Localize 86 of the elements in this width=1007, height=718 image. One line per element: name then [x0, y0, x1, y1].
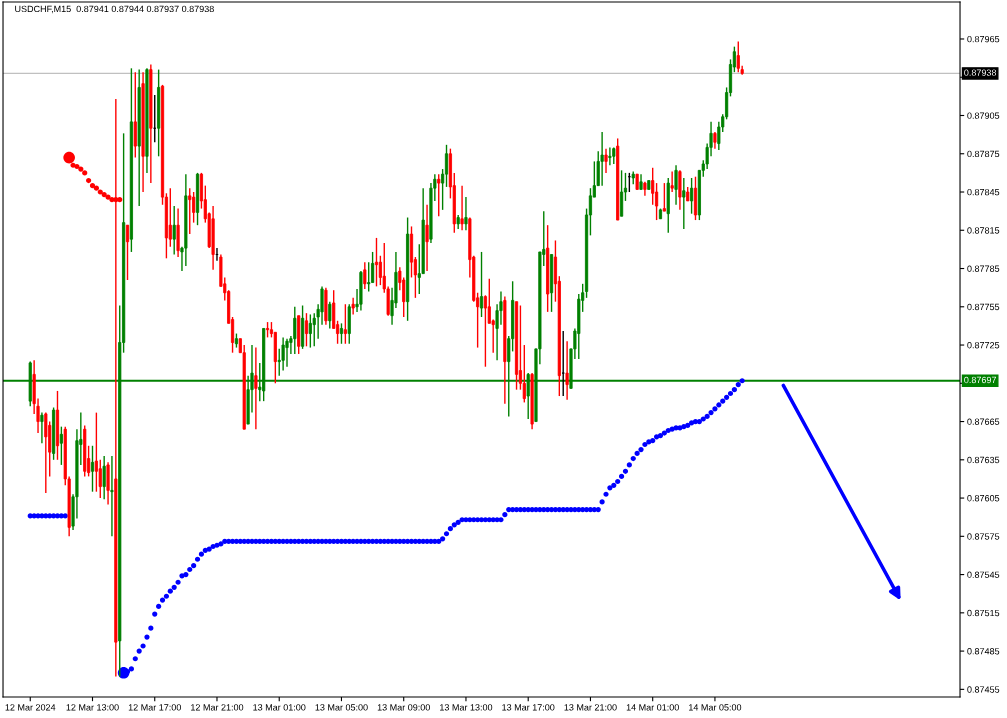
y-tick-label: 0.87905	[967, 112, 1000, 119]
y-tick-label: 0.87965	[967, 35, 1000, 43]
x-tick-label: 14 Mar 01:00	[626, 704, 679, 711]
candlestick	[460, 184, 464, 231]
y-tick-label: 0.87515	[967, 609, 1000, 617]
candlestick	[192, 191, 196, 224]
candlestick	[308, 313, 312, 349]
candlestick	[285, 337, 289, 368]
candlestick	[604, 147, 608, 174]
candlestick	[654, 182, 659, 221]
candlestick	[363, 261, 367, 290]
candlestick	[662, 182, 666, 212]
candlestick	[674, 164, 678, 206]
candlestick	[59, 425, 63, 466]
candlestick	[254, 346, 258, 430]
point	[82, 170, 88, 176]
y-tick-label: 0.87875	[967, 150, 1000, 158]
candlestick	[378, 255, 382, 286]
candlestick	[479, 251, 484, 318]
candlestick	[483, 294, 487, 368]
candlestick	[608, 146, 612, 166]
candlestick	[367, 261, 371, 293]
candlestick	[351, 297, 355, 316]
candlestick	[304, 312, 309, 348]
x-tick-label: 14 Mar 05:00	[689, 704, 742, 711]
ref-line-label: 0.87938	[964, 69, 997, 76]
candlestick	[565, 340, 569, 401]
x-tick-label: 12 Mar 21:00	[191, 704, 244, 711]
point	[97, 189, 103, 195]
y-tick-label: 0.87455	[967, 686, 1000, 693]
point	[89, 183, 96, 189]
x-tick-label: 12 Mar 17:00	[128, 704, 181, 711]
candlestick	[125, 224, 130, 281]
point	[86, 177, 92, 184]
y-tick-label: 0.87545	[967, 571, 1000, 578]
candlestick	[437, 173, 441, 217]
point	[93, 185, 99, 191]
candlestick	[343, 303, 347, 345]
candlestick	[40, 411, 44, 444]
candlestick	[188, 187, 192, 235]
candlestick	[110, 455, 114, 538]
x-tick-label: 13 Mar 21:00	[564, 704, 617, 711]
x-tick-label: 12 Mar 13:00	[66, 704, 119, 711]
candlestick	[281, 336, 285, 372]
ref-line-label: 0.87697	[964, 376, 997, 384]
candlestick	[102, 455, 106, 501]
point	[78, 166, 84, 172]
x-tick-label: 12 Mar 2024	[5, 704, 56, 711]
y-tick-label: 0.87575	[967, 533, 1000, 540]
candlestick	[293, 306, 297, 355]
candlestick	[682, 177, 686, 230]
x-tick-label: 13 Mar 01:00	[253, 704, 306, 711]
x-tick-label: 13 Mar 17:00	[502, 704, 555, 711]
candlestick	[328, 300, 332, 330]
candlestick	[425, 204, 429, 272]
candlestick	[94, 411, 98, 493]
candlestick	[374, 237, 379, 288]
candlestick	[444, 144, 449, 188]
candlestick	[670, 170, 674, 193]
y-tick-label: 0.87755	[967, 303, 1000, 311]
candlestick	[464, 196, 468, 231]
y-tick-label: 0.87845	[967, 188, 1000, 196]
y-tick-label: 0.87725	[967, 342, 1000, 349]
candlestick	[371, 251, 375, 284]
y-tick-label: 0.87605	[967, 495, 1000, 502]
x-tick-label: 13 Mar 13:00	[440, 704, 493, 711]
point	[105, 194, 111, 200]
x-tick-label: 13 Mar 05:00	[315, 704, 368, 711]
y-tick-label: 0.87665	[967, 418, 1000, 425]
point	[117, 197, 123, 203]
candlestick	[690, 177, 694, 215]
y-tick-label: 0.87635	[967, 456, 1000, 464]
candlestick	[90, 445, 95, 493]
candlestick	[172, 205, 176, 256]
candlestick	[736, 40, 740, 73]
candlestick	[339, 322, 344, 345]
y-tick-label: 0.87485	[967, 648, 1000, 655]
point	[74, 163, 80, 170]
chart-title: USDCHF,M15 0.87941 0.87944 0.87937 0.87938	[15, 5, 214, 14]
point	[101, 191, 107, 198]
candlestick	[44, 411, 48, 494]
x-tick-label: 13 Mar 09:00	[377, 704, 430, 711]
y-tick-label: 0.87785	[967, 265, 1000, 272]
candlestick	[600, 131, 604, 187]
candlestick	[561, 330, 565, 397]
y-tick-label: 0.87815	[967, 227, 1000, 234]
